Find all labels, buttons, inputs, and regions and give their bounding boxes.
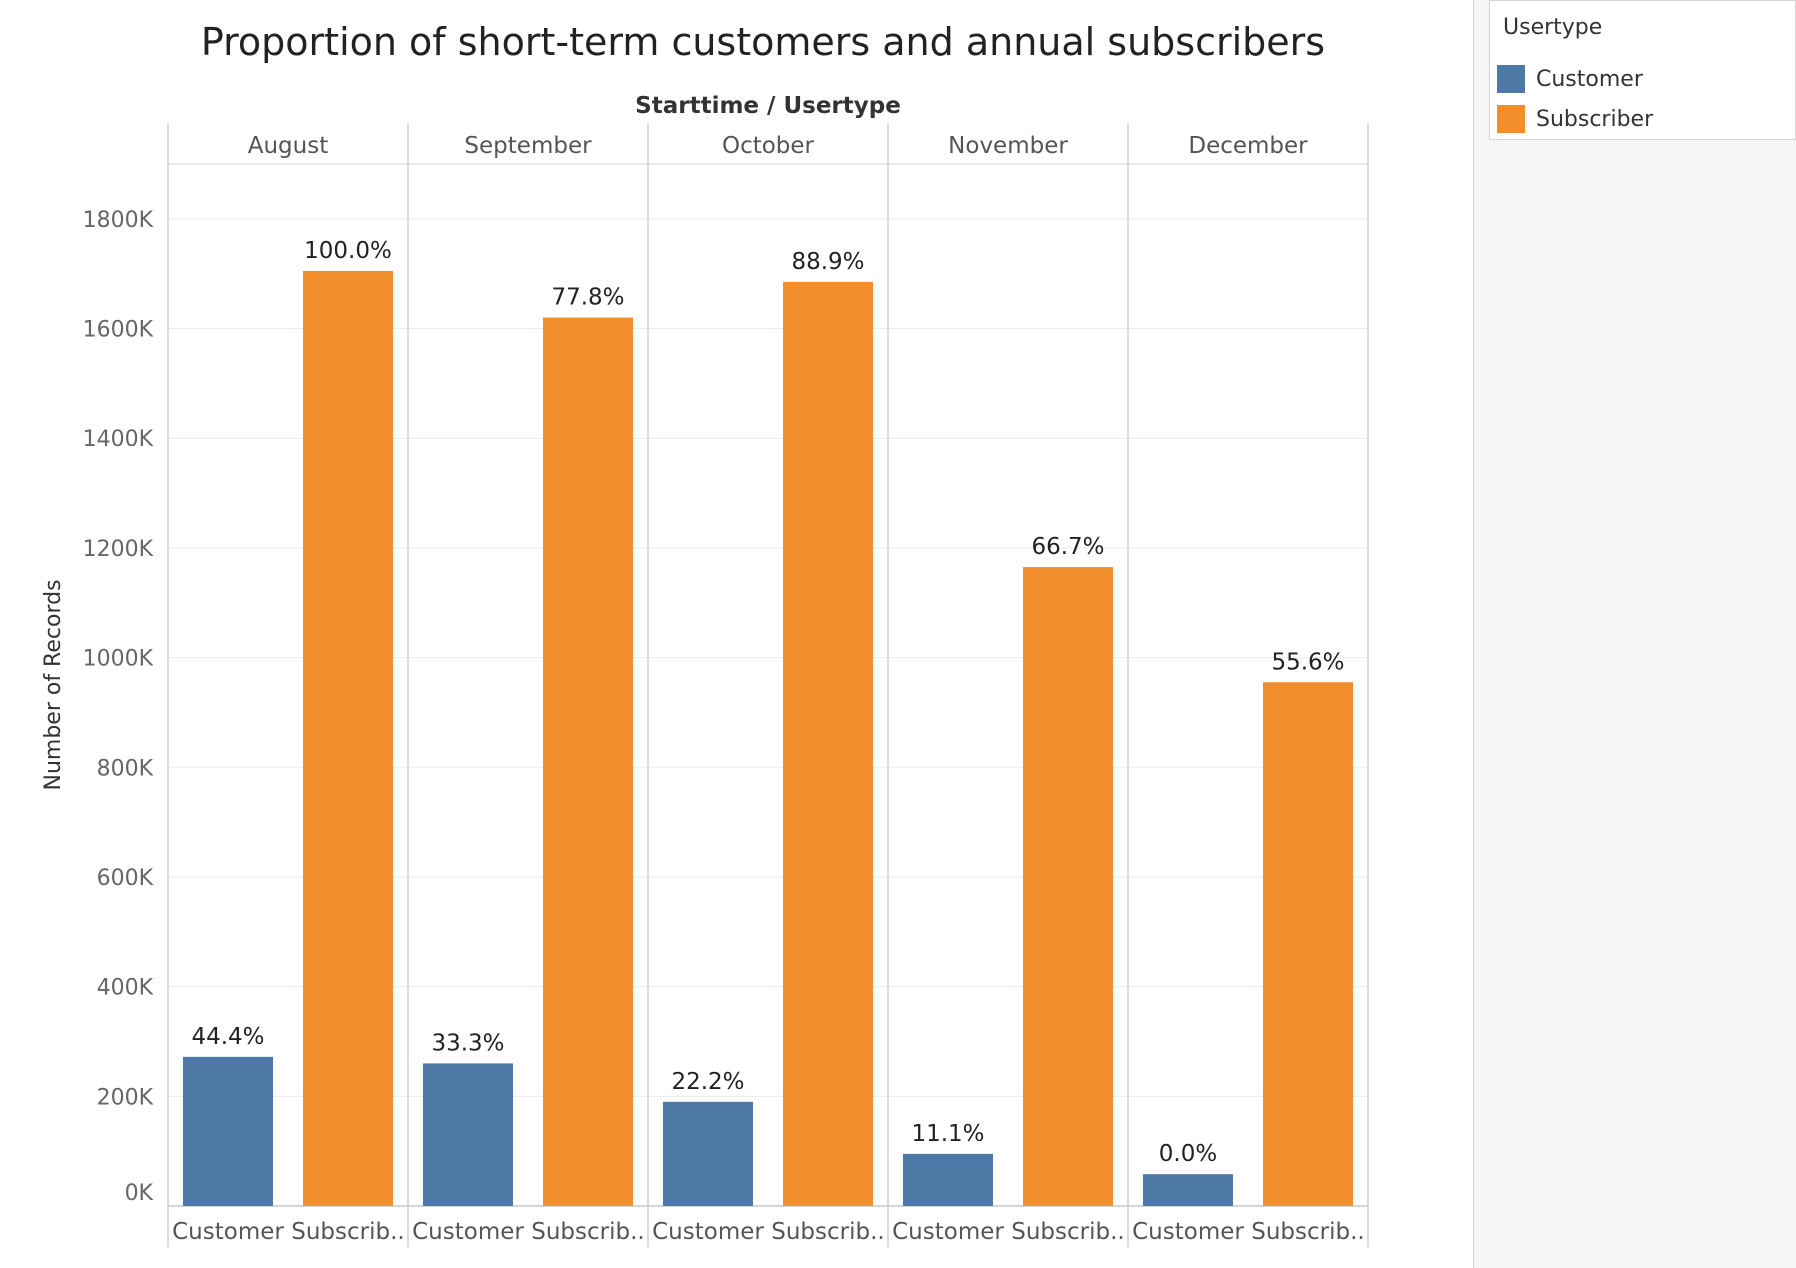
x-tick-label: Customer	[892, 1219, 1004, 1245]
legend-swatch-subscriber	[1497, 105, 1525, 133]
bar-subscriber-november	[1023, 567, 1113, 1206]
y-tick-label: 400K	[97, 976, 154, 1001]
y-tick-label: 200K	[97, 1085, 154, 1110]
legend-item-subscriber[interactable]: Subscriber	[1497, 103, 1777, 135]
y-tick-label: 1200K	[83, 537, 154, 562]
x-tick-label: Subscrib..	[291, 1219, 404, 1245]
legend-title: Usertype	[1503, 15, 1603, 40]
y-tick-label: 1400K	[83, 427, 154, 452]
bar-subscriber-august	[303, 270, 393, 1206]
bar-customer-september	[423, 1063, 513, 1206]
data-label-subscriber-november: 66.7%	[1031, 534, 1104, 560]
x-tick-label: Subscrib..	[531, 1219, 644, 1245]
column-header-title: Starttime / Usertype	[635, 93, 901, 119]
bar-subscriber-september	[543, 317, 633, 1207]
x-tick-label: Subscrib..	[771, 1219, 884, 1245]
legend-label-customer: Customer	[1536, 66, 1643, 92]
y-tick-label: 0K	[125, 1181, 154, 1206]
data-label-customer-december: 0.0%	[1159, 1141, 1217, 1167]
category-header-october: October	[722, 133, 815, 159]
y-tick-label: 800K	[97, 756, 154, 781]
bar-subscriber-october	[783, 281, 873, 1206]
data-label-subscriber-august: 100.0%	[304, 238, 392, 264]
data-label-customer-november: 11.1%	[911, 1121, 984, 1147]
bar-subscriber-december	[1263, 682, 1353, 1206]
legend-label-subscriber: Subscriber	[1536, 106, 1654, 132]
x-tick-label: Subscrib..	[1011, 1219, 1124, 1245]
x-tick-label: Customer	[412, 1219, 524, 1245]
y-axis-label: Number of Records	[41, 579, 66, 790]
y-tick-label: 1000K	[83, 647, 154, 672]
bar-customer-december	[1143, 1174, 1233, 1206]
category-header-november: November	[948, 133, 1068, 159]
data-label-subscriber-october: 88.9%	[791, 249, 864, 275]
y-tick-label: 1800K	[83, 208, 154, 233]
y-tick-label: 600K	[97, 866, 154, 891]
data-label-customer-august: 44.4%	[191, 1024, 264, 1050]
legend-swatch-customer	[1497, 65, 1525, 93]
legend[interactable]: Usertype Customer Subscriber	[1489, 0, 1796, 140]
x-tick-label: Customer	[652, 1219, 764, 1245]
legend-item-customer[interactable]: Customer	[1497, 63, 1777, 95]
y-tick-label: 1600K	[83, 318, 154, 343]
category-header-august: August	[248, 133, 329, 159]
category-header-september: September	[464, 133, 592, 159]
data-label-customer-october: 22.2%	[671, 1069, 744, 1095]
data-label-subscriber-september: 77.8%	[551, 285, 624, 311]
chart-area: Proportion of short-term customers and a…	[41, 0, 1474, 1268]
x-tick-label: Subscrib..	[1251, 1219, 1364, 1245]
data-label-subscriber-december: 55.6%	[1271, 649, 1344, 675]
x-tick-label: Customer	[1132, 1219, 1244, 1245]
category-header-december: December	[1188, 133, 1308, 159]
chart-title: Proportion of short-term customers and a…	[201, 20, 1325, 64]
bar-customer-november	[903, 1153, 993, 1206]
bar-chart: Proportion of short-term customers and a…	[41, 20, 1369, 1247]
bar-customer-august	[183, 1056, 273, 1206]
x-tick-label: Customer	[172, 1219, 284, 1245]
bar-customer-october	[663, 1101, 753, 1206]
data-label-customer-september: 33.3%	[431, 1030, 504, 1056]
